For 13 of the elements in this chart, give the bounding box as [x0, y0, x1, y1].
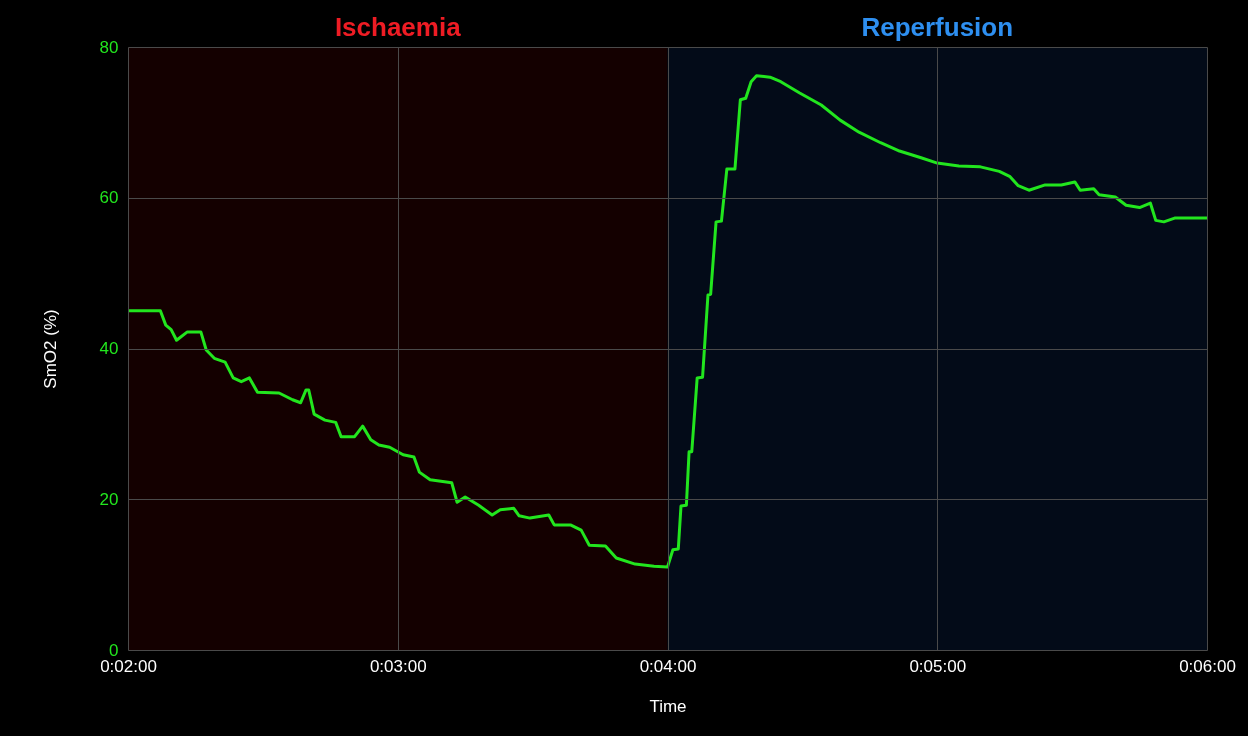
- y-tick-label: 20: [99, 489, 119, 509]
- x-tick-label: 0:05:00: [909, 656, 967, 676]
- y-axis-title: SmO2 (%): [40, 309, 60, 389]
- x-axis-title: Time: [649, 696, 687, 716]
- y-tick-label: 80: [99, 37, 119, 57]
- band-label: Reperfusion: [861, 12, 1014, 42]
- y-tick-label: 40: [99, 339, 119, 358]
- x-tick-label: 0:03:00: [369, 656, 427, 676]
- band-label: Ischaemia: [334, 12, 462, 42]
- x-tick-label: 0:06:00: [1179, 656, 1236, 676]
- x-tick-label: 0:04:00: [639, 656, 697, 676]
- y-tick-label: 60: [99, 188, 119, 208]
- line-series: [126, 74, 1209, 569]
